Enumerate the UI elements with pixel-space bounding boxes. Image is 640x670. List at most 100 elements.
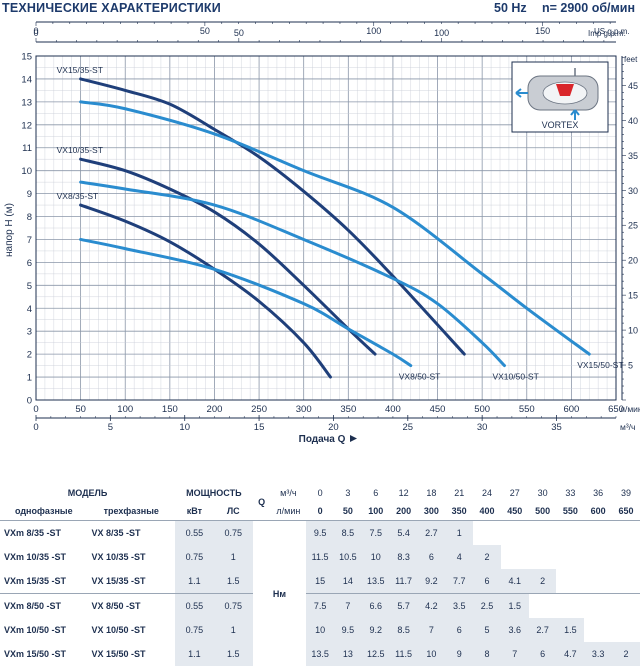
y-tick-label: 8: [27, 212, 32, 223]
head-value: [584, 569, 612, 594]
x-tick-label: 450: [430, 404, 446, 415]
y-tick-label: 15: [21, 52, 32, 63]
q-lmin-value: 400: [479, 506, 495, 516]
model-single-phase: VXm 10/50 -ST: [4, 625, 67, 635]
x-tick-label: 200: [207, 404, 223, 415]
curve-label-vx15-35-st: VX15/35-ST: [57, 65, 103, 75]
head-value: 7.5: [361, 520, 390, 545]
impgpm-tick-label: 100: [434, 28, 449, 38]
y-tick-label: 3: [27, 327, 32, 338]
head-value: 1.5: [556, 618, 585, 642]
q-lmin-value: 600: [590, 506, 606, 516]
head-value: 8.5: [389, 618, 418, 642]
q-lmin-value: 50: [342, 506, 353, 516]
head-value: [556, 545, 584, 569]
model-three-phase: VX 10/35 -ST: [91, 552, 146, 562]
page-header: ТЕХНИЧЕСКИЕ ХАРАКТЕРИСТИКИ 50 Hz n= 2900…: [0, 0, 640, 18]
vortex-label: VORTEX: [542, 120, 579, 130]
chart-curves: [79, 77, 591, 379]
head-value: [556, 520, 585, 545]
head-value: [556, 593, 585, 618]
m3h-tick-label: 20: [328, 422, 339, 433]
head-value: 11.5: [306, 545, 335, 569]
chart-axes: 0 50 100 150 200 250 300 350 400 450 500 550 600 650л…: [4, 21, 640, 445]
y-tick-label: 9: [27, 189, 32, 200]
power-kw: 1.1: [175, 569, 214, 594]
vortex-impeller-icon: [556, 84, 574, 96]
head-value: [528, 593, 557, 618]
head-value: 13.5: [306, 642, 335, 666]
x-tick-label: 100: [117, 404, 133, 415]
q-lmin-value: 350: [451, 506, 467, 516]
y-tick-label: 0: [27, 396, 32, 407]
vortex-diagram: VORTEX: [511, 61, 609, 133]
y-tick-label: 2: [27, 350, 32, 361]
head-value: 2: [473, 545, 501, 569]
x-tick-label: 150: [162, 404, 178, 415]
table-row: VXm 8/35 -ST VX 8/35 -ST 0.55 0.75 Нм 9.5 8.5 7…: [0, 520, 640, 666]
power-kw: 1.1: [175, 642, 214, 666]
usgpm-tick-label: 150: [535, 26, 550, 36]
curve-vx8-50-st: [79, 237, 413, 368]
q-label: Q: [258, 497, 266, 507]
power-kw: 0.75: [175, 545, 214, 569]
y-tick-label: 11: [22, 143, 32, 154]
x-tick-label: 550: [519, 404, 535, 415]
impgpm-tick-label: 0: [33, 28, 38, 38]
x-tick-label: 0: [33, 404, 38, 415]
table-subheader-row: однофазные трехфазные кВт ЛС л/мин 0 50 100 200 3…: [0, 502, 640, 521]
hp-header: ЛС: [226, 506, 240, 516]
feet-tick-label: 15: [628, 291, 638, 301]
model-single-phase: VXm 10/35 -ST: [4, 552, 67, 562]
model-three-phase: VX 15/35 -ST: [91, 576, 146, 586]
table-row: VXm 8/50 -ST VX 8/50 -ST 0.55 0.75 7.5 7 6.6 5.…: [0, 593, 640, 618]
power-kw: 0.55: [175, 520, 214, 545]
vortex-outlet-arrow-icon: [515, 88, 528, 98]
x-unit-label: л/мин: [620, 404, 640, 414]
x-tick-label: 350: [340, 404, 356, 415]
model-header: МОДЕЛЬ: [67, 488, 108, 498]
head-value: 2: [612, 642, 640, 666]
curve-vx10-50-st: [79, 180, 506, 368]
q-unit-lmin: л/мин: [276, 506, 301, 516]
head-value: 2.7: [417, 520, 446, 545]
q-lmin-value: 200: [396, 506, 412, 516]
head-value: 6: [473, 569, 501, 594]
y-tick-label: 10: [21, 166, 32, 177]
head-value: 12.5: [361, 642, 390, 666]
frequency-label: 50 Hz: [494, 1, 527, 15]
y-tick-label: 4: [27, 304, 32, 315]
head-value: 6: [417, 545, 446, 569]
model-three-phase: VX 15/50 -ST: [91, 649, 146, 659]
head-value: [500, 520, 529, 545]
m3h-tick-label: 10: [179, 422, 190, 433]
x-tick-label: 250: [251, 404, 267, 415]
head-value: 8.3: [389, 545, 418, 569]
pump-curve-chart: 0 50 100 150 200 250 300 350 400 450 500 550 600 650л…: [4, 21, 640, 445]
head-value: 7: [417, 618, 446, 642]
impgpm-unit-label: Imp g.p.m.: [588, 29, 626, 38]
feet-tick-label: 35: [628, 151, 638, 161]
head-value: [612, 520, 640, 545]
y-tick-label: 6: [27, 258, 32, 269]
head-value: [612, 569, 640, 594]
three-phase-header: трехфазные: [103, 506, 159, 516]
head-value: 6: [528, 642, 557, 666]
curve-label-vx8-50-st: VX8/50-ST: [399, 372, 441, 382]
head-value: 6.6: [361, 593, 390, 618]
q-lmin-value: 300: [423, 506, 439, 516]
x-tick-label: 50: [75, 404, 86, 415]
head-value: 10: [417, 642, 446, 666]
y-tick-label: 14: [21, 74, 32, 85]
chart-curve-labels: VX15/35-ST VX10/35-ST VX8/35-ST VX15/50-ST V…: [57, 65, 624, 382]
head-value: 2.7: [528, 618, 557, 642]
head-value: [584, 520, 613, 545]
head-value: [584, 593, 613, 618]
x-tick-label: 300: [296, 404, 312, 415]
feet-tick-label: 30: [628, 186, 638, 196]
q-lmin-value: 550: [562, 506, 578, 516]
head-value: [501, 545, 529, 569]
x-axis-label: Подача Q: [299, 434, 346, 445]
head-value: [556, 569, 584, 594]
